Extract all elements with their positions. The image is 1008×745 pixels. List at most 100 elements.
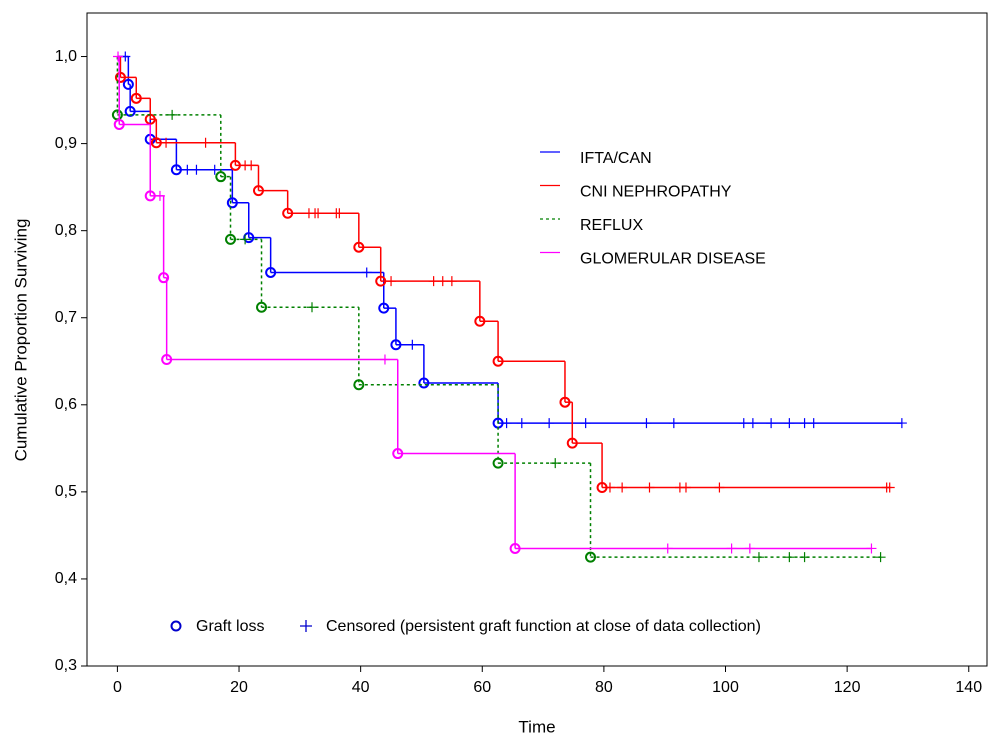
censored-marker [799,418,810,429]
censored-marker [544,418,555,429]
graft-loss-marker [161,354,173,366]
censored-marker [428,276,439,287]
graft-loss-marker [113,118,125,130]
y-tick-label: 0,6 [55,396,77,413]
censored-marker [784,418,795,429]
censored-marker [604,482,615,493]
y-tick-label: 0,3 [55,657,77,674]
graft-loss-marker [282,207,294,219]
graft-loss-marker [158,272,170,284]
censored-marker [753,552,764,563]
censored-marker [307,302,317,313]
censored-marker [617,482,628,493]
censored-marker [641,418,652,429]
censored-marker [644,482,655,493]
censored-marker [182,164,193,175]
graft-loss-marker [418,377,430,389]
x-tick-label: 40 [352,679,370,696]
censored-marker [361,267,372,278]
y-tick-label: 1,0 [55,48,77,65]
graft-loss-marker [585,551,597,563]
censored-marker [866,543,877,554]
graft-loss-marker [215,171,227,183]
y-tick-label: 0,8 [55,222,77,239]
y-tick-label: 0,4 [55,570,77,587]
censored-marker [550,458,561,469]
graft-loss-marker [492,355,504,367]
censored-marker [334,208,345,219]
censored-marker [437,276,448,287]
legend-label: CNI NEPHROPATHY [580,184,732,201]
x-axis-title: Time [518,717,555,736]
event-legend-symbol [170,620,182,632]
y-tick-label: 0,9 [55,135,77,152]
censored-marker [407,339,418,350]
x-tick-label: 140 [955,679,982,696]
graft-loss-marker [170,164,182,176]
censored-marker [516,418,527,429]
graft-loss-marker [492,457,504,469]
graft-loss-marker [114,71,126,83]
graft-loss-marker [566,437,578,449]
graft-loss-marker [243,232,255,244]
graft-loss-marker [229,159,241,171]
graft-loss-marker [474,315,486,327]
graft-loss-marker [256,301,268,313]
graft-loss-marker [375,275,387,287]
x-tick-label: 100 [712,679,739,696]
censored-marker [501,418,512,429]
censored-marker [714,482,725,493]
censored-marker [884,482,895,493]
graft-loss-marker [353,379,365,391]
y-tick-label: 0,7 [55,309,77,326]
x-tick-label: 20 [230,679,248,696]
x-tick-label: 60 [473,679,491,696]
y-tick-label: 0,5 [55,483,77,500]
censored-marker [662,543,673,554]
censored-marker [580,418,591,429]
x-tick-label: 80 [595,679,613,696]
censored-marker [766,418,777,429]
graft-loss-marker [144,190,156,202]
censored-marker [747,418,758,429]
censored-marker [668,418,679,429]
censored-marker [240,234,251,245]
graft-loss-marker [353,241,365,253]
censored-marker [738,418,749,429]
censored-marker [744,543,755,554]
x-tick-label: 120 [834,679,861,696]
graft-loss-marker [150,137,162,149]
graft-loss-marker [252,185,264,197]
censored-marker [167,109,178,120]
censored-marker [896,418,907,429]
censored-marker [191,164,202,175]
censored-marker [875,552,886,563]
censored-marker [379,354,390,365]
censor-legend-label: Censored (persistent graft function at c… [326,618,761,635]
censored-marker [246,160,257,171]
censored-marker [446,276,457,287]
graft-loss-marker [509,542,521,554]
censored-marker [161,137,172,148]
graft-loss-marker [378,302,390,314]
graft-loss-marker [390,339,402,351]
censored-marker [726,543,737,554]
graft-loss-marker [122,78,134,90]
censored-marker [784,552,795,563]
x-tick-label: 0 [113,679,122,696]
y-axis-title: Cumulative Proportion Surviving [11,219,30,462]
censored-marker [799,552,810,563]
graft-loss-marker [225,233,237,245]
event-legend-label: Graft loss [196,618,264,635]
censored-marker [680,482,691,493]
graft-loss-marker [124,105,136,117]
censored-marker [386,276,397,287]
graft-loss-marker [392,448,404,460]
legend-label: GLOMERULAR DISEASE [580,251,766,268]
censored-marker [313,208,324,219]
graft-loss-marker [265,266,277,278]
censored-marker [113,51,124,62]
plot-frame [86,12,988,667]
